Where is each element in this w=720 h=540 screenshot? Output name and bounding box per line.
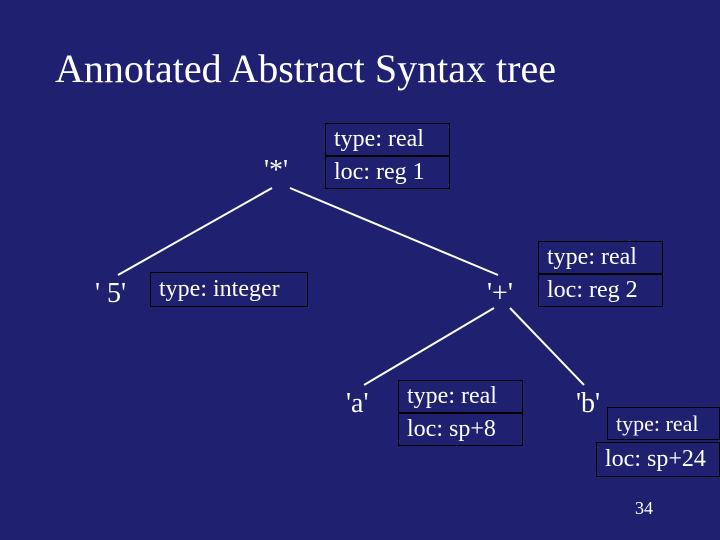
- page-number: 34: [635, 498, 653, 519]
- annot-five-type: type: integer: [150, 272, 308, 307]
- annot-b-type: type: real: [607, 407, 720, 440]
- annot-a-type: type: real: [398, 380, 523, 413]
- annot-star-type: type: real: [325, 123, 450, 156]
- node-b: 'b': [576, 388, 600, 420]
- annot-a-loc: loc: sp+8: [398, 413, 523, 446]
- node-star: '*': [264, 155, 288, 187]
- annot-plus-loc: loc: reg 2: [538, 274, 663, 307]
- node-five: ' 5': [95, 278, 126, 310]
- slide-title: Annotated Abstract Syntax tree: [55, 45, 556, 92]
- annot-star-loc: loc: reg 1: [325, 156, 450, 189]
- node-a: 'a': [346, 388, 369, 420]
- annot-b-loc: loc: sp+24: [596, 442, 720, 477]
- annot-plus-type: type: real: [538, 241, 663, 274]
- node-plus: '+': [487, 278, 513, 310]
